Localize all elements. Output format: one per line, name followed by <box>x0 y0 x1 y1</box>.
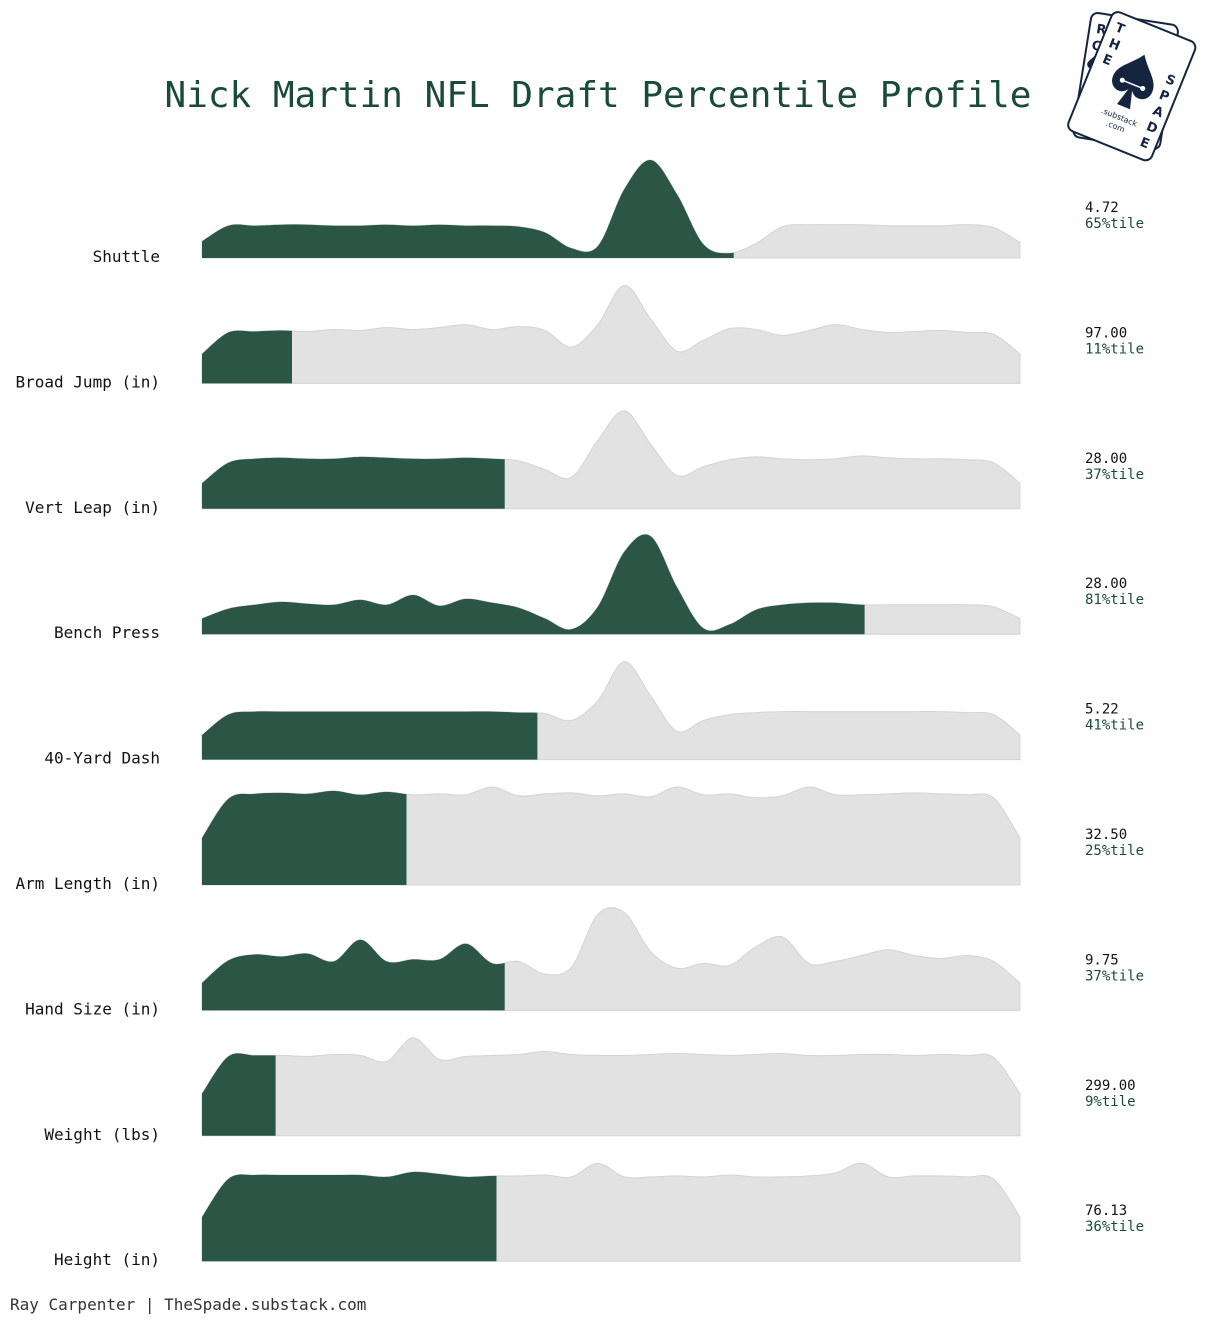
logo-front-card: T H E S P A D E .substack .com <box>1067 11 1197 162</box>
metric-label: Vert Leap (in) <box>25 498 160 517</box>
metric-value: 76.13 <box>1085 1203 1127 1219</box>
metric-percentile: 37%tile <box>1085 968 1144 984</box>
metric-value: 299.00 <box>1085 1078 1136 1094</box>
metric-percentile: 11%tile <box>1085 341 1144 357</box>
credit-text: Ray Carpenter | TheSpade.substack.com <box>10 1295 366 1314</box>
metric-value: 28.00 <box>1085 451 1127 467</box>
metric-percentile: 81%tile <box>1085 592 1144 608</box>
density-area-percentile <box>202 1053 276 1136</box>
logo-back-letter-2: C <box>1091 38 1103 54</box>
metric-label: Shuttle <box>93 247 160 266</box>
metric-percentile: 36%tile <box>1085 1219 1144 1235</box>
density-area-percentile <box>202 711 538 760</box>
density-area-percentile <box>202 534 865 635</box>
metric-label: Hand Size (in) <box>25 999 160 1018</box>
metric-label: 40-Yard Dash <box>44 749 160 768</box>
the-spade-logo: R C T H E S P A D E .substack .com <box>1067 11 1197 162</box>
density-area-percentile <box>202 1171 497 1262</box>
metric-value: 5.22 <box>1085 702 1119 718</box>
density-area-percentile <box>202 939 505 1011</box>
metric-value: 32.50 <box>1085 827 1127 843</box>
metric-label: Bench Press <box>54 623 160 642</box>
metric-percentile: 37%tile <box>1085 467 1144 483</box>
spade-icon <box>1112 54 1154 110</box>
metric-label: Broad Jump (in) <box>16 372 161 391</box>
density-area-background <box>201 284 1021 384</box>
density-area-background <box>201 1037 1021 1137</box>
metric-percentile: 9%tile <box>1085 1094 1136 1110</box>
density-area-percentile <box>202 456 505 509</box>
logo-letter-h: H <box>1106 36 1122 54</box>
metric-value: 4.72 <box>1085 200 1119 216</box>
metric-value: 97.00 <box>1085 325 1127 341</box>
metric-percentile: 25%tile <box>1085 843 1144 859</box>
metric-label: Weight (lbs) <box>44 1125 160 1144</box>
chart-title: Nick Martin NFL Draft Percentile Profile <box>165 75 1032 116</box>
density-area-percentile <box>202 790 407 885</box>
metric-label: Height (in) <box>54 1250 160 1269</box>
metric-percentile: 41%tile <box>1085 718 1144 734</box>
density-area-percentile <box>202 159 734 258</box>
metric-label: Arm Length (in) <box>16 874 161 893</box>
ridge-row: Weight (lbs) 299.009%tile <box>44 1037 1136 1144</box>
density-area-percentile <box>202 330 292 384</box>
metric-value: 9.75 <box>1085 952 1119 968</box>
metric-percentile: 65%tile <box>1085 216 1144 232</box>
metric-value: 28.00 <box>1085 576 1127 592</box>
